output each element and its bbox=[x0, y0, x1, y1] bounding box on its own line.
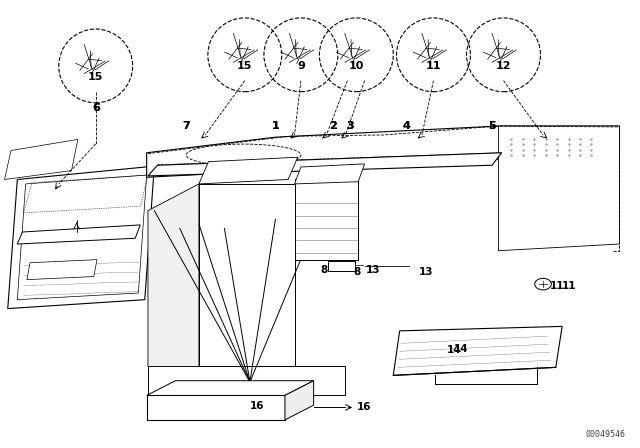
Text: 5: 5 bbox=[488, 121, 496, 131]
Text: 13: 13 bbox=[419, 267, 433, 277]
Text: 13: 13 bbox=[366, 265, 380, 276]
Polygon shape bbox=[148, 366, 346, 396]
Text: 15: 15 bbox=[88, 72, 104, 82]
Text: 8: 8 bbox=[321, 265, 328, 276]
Text: 14: 14 bbox=[454, 344, 468, 353]
Text: 9: 9 bbox=[297, 61, 305, 71]
Text: 7: 7 bbox=[182, 121, 190, 131]
Text: 16: 16 bbox=[357, 402, 371, 413]
Text: 3: 3 bbox=[347, 121, 355, 131]
Polygon shape bbox=[199, 157, 298, 184]
Polygon shape bbox=[148, 153, 502, 176]
Text: 12: 12 bbox=[496, 61, 511, 71]
Text: 15: 15 bbox=[237, 61, 253, 71]
Polygon shape bbox=[394, 327, 562, 375]
Text: 4: 4 bbox=[402, 121, 410, 131]
Polygon shape bbox=[294, 164, 365, 184]
Polygon shape bbox=[147, 126, 620, 177]
Text: 10: 10 bbox=[349, 61, 364, 71]
Text: 11: 11 bbox=[562, 281, 577, 291]
Text: 3: 3 bbox=[347, 121, 355, 131]
Text: 4: 4 bbox=[402, 121, 410, 131]
Text: 1: 1 bbox=[271, 121, 279, 131]
Polygon shape bbox=[8, 166, 154, 309]
Polygon shape bbox=[17, 225, 140, 244]
Polygon shape bbox=[27, 260, 97, 280]
Polygon shape bbox=[328, 260, 355, 271]
Text: 2: 2 bbox=[329, 121, 337, 131]
Text: 00049546: 00049546 bbox=[586, 430, 626, 439]
Text: 11: 11 bbox=[549, 281, 564, 291]
Polygon shape bbox=[294, 180, 358, 260]
Polygon shape bbox=[148, 184, 199, 366]
Polygon shape bbox=[499, 126, 620, 251]
Text: 14: 14 bbox=[447, 345, 461, 354]
Polygon shape bbox=[17, 175, 147, 300]
Ellipse shape bbox=[186, 144, 301, 166]
Polygon shape bbox=[147, 381, 314, 396]
Text: 6: 6 bbox=[92, 103, 100, 113]
Text: 6: 6 bbox=[92, 103, 100, 113]
Polygon shape bbox=[4, 139, 78, 180]
Text: 11: 11 bbox=[426, 61, 441, 71]
Text: 7: 7 bbox=[182, 121, 190, 131]
Text: 5: 5 bbox=[488, 121, 496, 131]
Text: 1: 1 bbox=[271, 121, 279, 131]
Text: 8: 8 bbox=[353, 267, 360, 277]
Text: 2: 2 bbox=[329, 121, 337, 131]
Text: 16: 16 bbox=[250, 401, 264, 411]
Polygon shape bbox=[147, 396, 285, 420]
Polygon shape bbox=[285, 381, 314, 420]
Polygon shape bbox=[199, 184, 294, 366]
